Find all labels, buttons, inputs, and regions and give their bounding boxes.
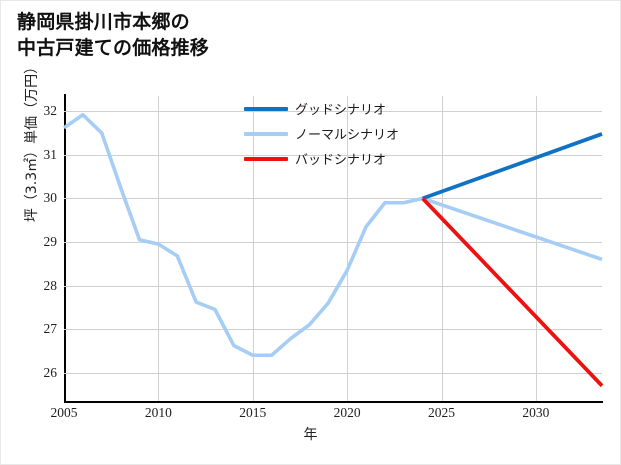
chart-legend: グッドシナリオ ノーマルシナリオ バッドシナリオ xyxy=(244,96,454,171)
x-axis-line xyxy=(64,401,603,403)
chart-title: 静岡県掛川市本郷の 中古戸建ての価格推移 xyxy=(17,11,210,60)
y-tick-label: 28 xyxy=(43,277,58,293)
gridline-horizontal xyxy=(64,198,602,199)
gridline-vertical xyxy=(158,96,159,401)
legend-color-swatch xyxy=(244,131,288,136)
y-axis-title: 坪（3.3㎡）単価（万円） xyxy=(24,59,40,223)
y-tick-label: 27 xyxy=(43,321,58,337)
gridline-horizontal xyxy=(64,155,602,156)
y-tick-label: 26 xyxy=(43,364,58,380)
gridline-horizontal xyxy=(64,329,602,330)
series-lines xyxy=(62,112,604,388)
y-tick-label: 32 xyxy=(43,103,58,119)
gridline-horizontal xyxy=(64,286,602,287)
x-tick-label: 2025 xyxy=(428,405,456,420)
legend-label: バッドシナリオ xyxy=(295,153,387,168)
plot-area xyxy=(62,96,604,401)
x-axis-title: 年 xyxy=(303,427,318,443)
legend-item[interactable]: ノーマルシナリオ xyxy=(244,121,454,146)
gridline-vertical xyxy=(347,96,348,401)
legend-label: グッドシナリオ xyxy=(295,103,387,118)
legend-color-swatch xyxy=(244,156,288,161)
y-tick-label: 29 xyxy=(43,233,58,249)
legend-item[interactable]: グッドシナリオ xyxy=(244,96,454,121)
x-tick-label: 2020 xyxy=(333,405,361,420)
gridline-horizontal xyxy=(64,111,602,112)
gridline-vertical xyxy=(442,96,443,401)
series-line xyxy=(422,132,603,201)
series-line xyxy=(62,112,603,358)
y-tick-label: 31 xyxy=(43,146,58,162)
gridline-horizontal xyxy=(64,373,602,374)
x-tick-label: 2010 xyxy=(144,405,172,420)
series-line xyxy=(421,197,604,388)
y-axis-tick-labels: 26 27 28 29 30 31 32 xyxy=(1,1,61,464)
y-axis-line xyxy=(64,94,66,403)
gridline-vertical xyxy=(253,96,254,401)
y-tick-label: 30 xyxy=(43,190,58,206)
legend-label: ノーマルシナリオ xyxy=(295,128,400,143)
x-tick-label: 2030 xyxy=(522,405,550,420)
x-tick-label: 2005 xyxy=(50,405,78,420)
legend-item[interactable]: バッドシナリオ xyxy=(244,146,454,171)
gridline-vertical xyxy=(536,96,537,401)
legend-color-swatch xyxy=(244,106,288,111)
gridline-horizontal xyxy=(64,242,602,243)
x-tick-label: 2015 xyxy=(239,405,267,420)
